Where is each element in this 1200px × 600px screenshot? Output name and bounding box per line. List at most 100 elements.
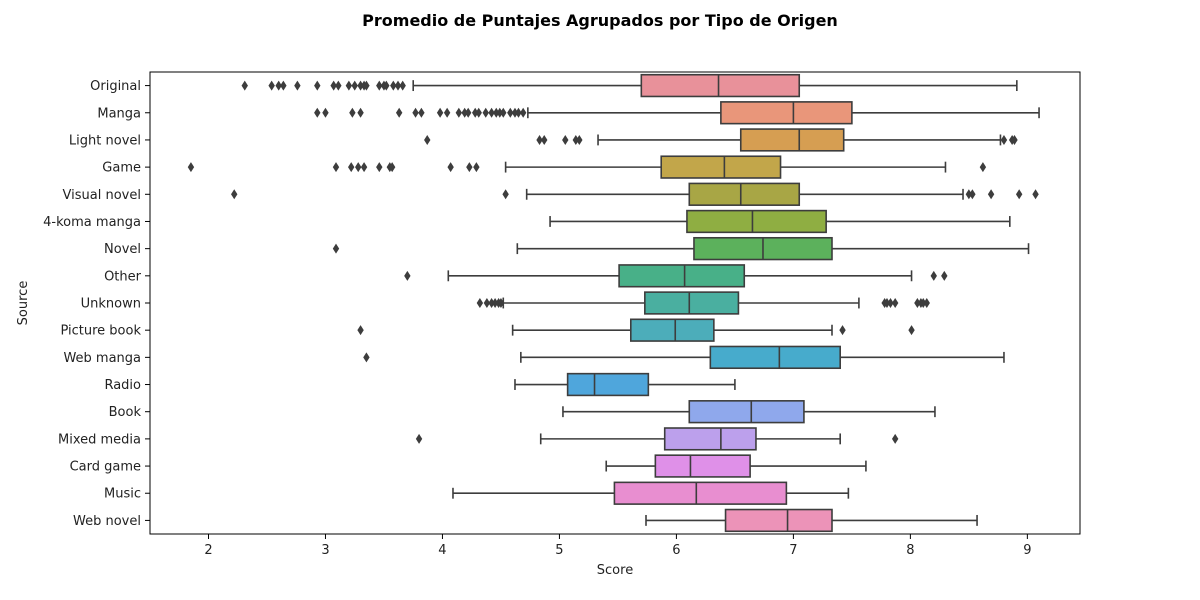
outlier-point	[399, 80, 406, 91]
x-tick-label: 4	[438, 543, 446, 558]
outlier-point	[491, 298, 499, 308]
outlier-point	[461, 107, 468, 118]
box-web-novel	[645, 508, 978, 533]
x-tick-label: 5	[555, 543, 563, 558]
outlier-point	[923, 298, 930, 308]
box-novel	[332, 236, 1030, 261]
y-tick-label: Visual novel	[63, 188, 141, 203]
x-tick-label: 8	[906, 543, 914, 558]
box-radio	[514, 372, 736, 397]
iqr-box	[618, 264, 746, 288]
x-tick-label: 2	[204, 543, 212, 558]
outlier-point	[502, 189, 509, 200]
y-tick-label: Radio	[104, 378, 141, 393]
iqr-box	[613, 481, 788, 505]
iqr-box	[660, 155, 782, 179]
outlier-point	[1011, 134, 1018, 145]
outlier-point	[914, 298, 921, 308]
outlier-point	[345, 80, 353, 91]
outlier-point	[941, 270, 948, 281]
y-tick-label: Novel	[104, 242, 141, 257]
x-tick-label: 3	[321, 543, 329, 558]
iqr-box	[566, 372, 650, 397]
outlier-point	[404, 270, 411, 281]
outlier-point	[541, 134, 548, 145]
outlier-point	[987, 189, 995, 200]
outlier-point	[390, 80, 397, 91]
outlier-point	[472, 107, 479, 118]
outlier-point	[488, 107, 495, 118]
box-other	[404, 264, 948, 288]
outlier-point	[322, 107, 329, 118]
iqr-box	[663, 427, 757, 451]
outlier-point	[418, 107, 425, 118]
outlier-point	[536, 134, 543, 145]
outlier-point	[388, 162, 396, 173]
outlier-point	[488, 298, 495, 308]
outlier-point	[500, 107, 507, 118]
outlier-point	[969, 189, 976, 200]
x-tick-label: 9	[1023, 543, 1031, 558]
outlier-point	[447, 162, 454, 173]
y-tick-label: Other	[104, 269, 142, 284]
box-web-manga	[363, 345, 1005, 370]
iqr-box	[629, 318, 715, 342]
y-axis-label: Source	[16, 281, 31, 326]
outlier-point	[357, 107, 364, 118]
outlier-point	[424, 134, 431, 145]
outlier-point	[496, 107, 503, 118]
outlier-point	[332, 243, 340, 254]
outlier-point	[483, 298, 491, 308]
outlier-point	[908, 325, 915, 336]
outlier-point	[515, 107, 522, 118]
outlier-point	[930, 270, 937, 281]
iqr-box	[654, 454, 751, 478]
y-tick-label: Web manga	[63, 351, 141, 366]
box-game	[187, 155, 987, 179]
outlier-point	[360, 162, 368, 173]
outlier-point	[476, 298, 484, 308]
outlier-point	[275, 80, 282, 91]
y-tick-label: Game	[102, 161, 141, 176]
iqr-box	[688, 182, 801, 206]
outlier-point	[335, 80, 342, 91]
outlier-point	[412, 107, 419, 118]
plot-area	[187, 73, 1040, 533]
outlier-point	[883, 298, 891, 308]
outlier-point	[314, 107, 321, 118]
outlier-point	[891, 298, 899, 308]
outlier-point	[920, 298, 927, 308]
outlier-point	[357, 325, 364, 336]
box-visual-novel	[231, 182, 1039, 206]
outlier-point	[455, 107, 463, 118]
y-tick-label: Picture book	[60, 324, 141, 339]
box-card-game	[605, 454, 867, 478]
outlier-point	[519, 107, 527, 118]
outlier-point	[507, 107, 514, 118]
outlier-point	[887, 298, 894, 308]
outlier-point	[241, 80, 248, 91]
outlier-point	[891, 433, 899, 444]
outlier-point	[294, 80, 301, 91]
x-axis-label: Score	[597, 563, 633, 578]
outlier-point	[187, 162, 195, 173]
iqr-box	[688, 400, 805, 424]
y-tick-label: Web novel	[73, 514, 141, 529]
box-unknown	[476, 291, 930, 315]
outlier-point	[475, 107, 482, 118]
outlier-point	[314, 80, 321, 91]
outlier-point	[363, 80, 370, 91]
outlier-point	[1000, 134, 1008, 145]
outlier-point	[363, 352, 370, 363]
box-manga	[314, 101, 1040, 125]
outlier-point	[1032, 189, 1039, 200]
outlier-point	[351, 80, 358, 91]
outlier-point	[376, 80, 383, 91]
outlier-point	[572, 134, 580, 145]
y-tick-label: Original	[90, 79, 141, 94]
iqr-box	[724, 508, 833, 533]
outlier-point	[349, 107, 356, 118]
y-tick-label: Book	[109, 405, 142, 420]
outlier-point	[493, 107, 500, 118]
